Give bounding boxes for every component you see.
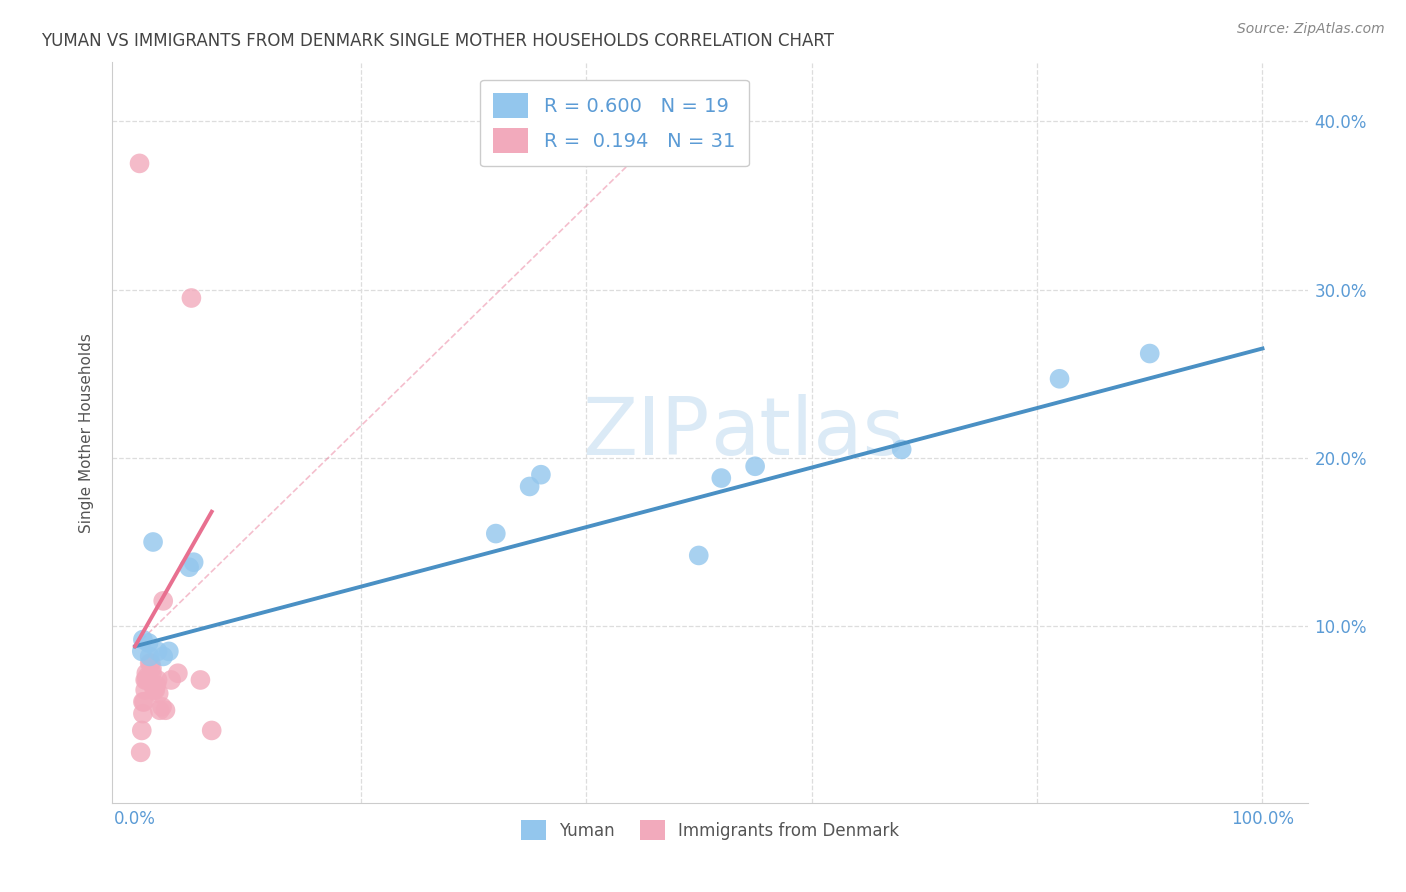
Point [132,695,155,709]
Point [155,703,177,717]
Point [142,535,165,549]
Legend: Yuman, Immigrants from Denmark: Yuman, Immigrants from Denmark [515,814,905,847]
Point [141,666,163,681]
Point [160,673,183,687]
Point [132,706,155,721]
Point [688,549,710,563]
Point [138,673,160,687]
Point [1049,372,1071,386]
Point [157,644,180,658]
Point [710,471,733,485]
Point [152,649,174,664]
Point [890,442,912,457]
Point [142,678,165,692]
Point [138,636,160,650]
Text: Source: ZipAtlas.com: Source: ZipAtlas.com [1237,22,1385,37]
Point [132,632,155,647]
Point [129,745,152,759]
Point [141,661,163,675]
Point [143,683,166,698]
Point [135,673,157,687]
Point [145,678,167,692]
Point [128,156,150,170]
Point [134,683,156,698]
Point [530,467,553,482]
Text: atlas: atlas [710,393,904,472]
Text: YUMAN VS IMMIGRANTS FROM DENMARK SINGLE MOTHER HOUSEHOLDS CORRELATION CHART: YUMAN VS IMMIGRANTS FROM DENMARK SINGLE … [41,32,834,50]
Text: ZIP: ZIP [582,393,710,472]
Point [152,594,174,608]
Point [143,683,166,698]
Point [131,644,153,658]
Point [183,555,205,569]
Point [134,673,156,687]
Point [190,673,212,687]
Point [485,526,508,541]
Point [139,656,162,670]
Point [519,479,541,493]
Y-axis label: Single Mother Households: Single Mother Households [79,333,94,533]
Point [150,699,173,714]
Point [744,459,766,474]
Point [146,644,169,658]
Point [167,666,190,681]
Point [148,686,170,700]
Point [136,670,159,684]
Point [149,703,172,717]
Point [146,673,169,687]
Point [180,291,202,305]
Point [179,560,201,574]
Point [132,695,155,709]
Point [131,723,153,738]
Point [1139,346,1161,360]
Point [138,656,160,670]
Point [201,723,224,738]
Point [138,649,160,664]
Point [135,666,157,681]
